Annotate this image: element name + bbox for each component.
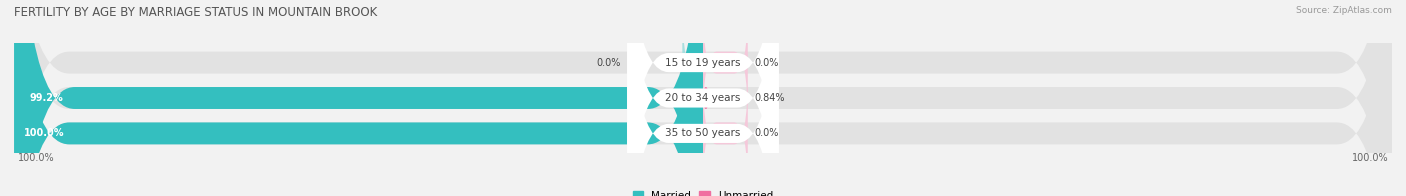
- FancyBboxPatch shape: [14, 0, 703, 196]
- Text: 99.2%: 99.2%: [30, 93, 63, 103]
- FancyBboxPatch shape: [627, 0, 779, 196]
- FancyBboxPatch shape: [703, 3, 748, 122]
- FancyBboxPatch shape: [14, 0, 1392, 196]
- FancyBboxPatch shape: [627, 0, 779, 196]
- Text: FERTILITY BY AGE BY MARRIAGE STATUS IN MOUNTAIN BROOK: FERTILITY BY AGE BY MARRIAGE STATUS IN M…: [14, 6, 377, 19]
- Text: 0.84%: 0.84%: [755, 93, 785, 103]
- Text: 0.0%: 0.0%: [596, 58, 620, 68]
- FancyBboxPatch shape: [20, 0, 703, 196]
- FancyBboxPatch shape: [703, 87, 709, 109]
- Text: 0.0%: 0.0%: [755, 58, 779, 68]
- Text: 100.0%: 100.0%: [17, 153, 53, 163]
- Legend: Married, Unmarried: Married, Unmarried: [628, 186, 778, 196]
- Text: 0.0%: 0.0%: [755, 128, 779, 138]
- FancyBboxPatch shape: [627, 0, 779, 196]
- Text: 100.0%: 100.0%: [24, 128, 65, 138]
- Text: 15 to 19 years: 15 to 19 years: [665, 58, 741, 68]
- Text: 20 to 34 years: 20 to 34 years: [665, 93, 741, 103]
- FancyBboxPatch shape: [14, 0, 1392, 196]
- FancyBboxPatch shape: [703, 74, 748, 193]
- Text: Source: ZipAtlas.com: Source: ZipAtlas.com: [1296, 6, 1392, 15]
- FancyBboxPatch shape: [14, 0, 1392, 196]
- Text: 35 to 50 years: 35 to 50 years: [665, 128, 741, 138]
- Text: 100.0%: 100.0%: [1353, 153, 1389, 163]
- FancyBboxPatch shape: [682, 3, 703, 122]
